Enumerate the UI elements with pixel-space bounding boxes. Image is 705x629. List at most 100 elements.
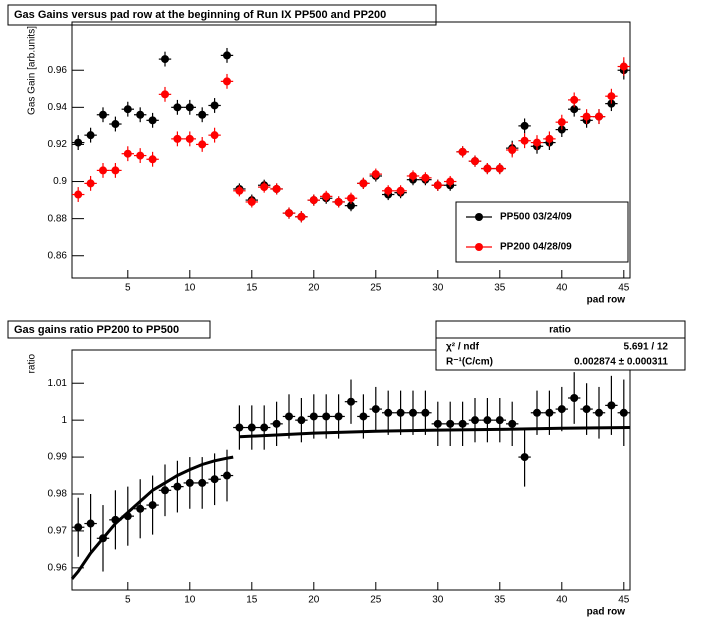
x-tick-label: 10 (184, 283, 196, 294)
data-point (223, 471, 231, 480)
y-tick-label: 0.98 (48, 489, 68, 500)
data-point (334, 197, 343, 206)
data-point (322, 192, 331, 201)
data-point (210, 101, 219, 110)
stats-title: ratio (549, 325, 571, 336)
data-point (285, 209, 293, 218)
title-box (7, 4, 437, 26)
data-point (582, 112, 591, 121)
data-point (74, 523, 83, 532)
data-point (545, 134, 554, 143)
data-point (99, 166, 107, 175)
data-point (223, 77, 231, 86)
data-point (223, 51, 231, 60)
data-point (347, 194, 355, 203)
data-point (210, 131, 219, 140)
y-tick-label: 0.96 (48, 562, 68, 573)
data-point (446, 419, 455, 428)
data-point (570, 95, 579, 104)
x-tick-label: 25 (370, 283, 382, 294)
data-point (607, 92, 616, 101)
data-point (396, 186, 405, 195)
data-point (409, 408, 417, 417)
y-tick-label: 0.92 (48, 139, 68, 150)
data-point (74, 138, 83, 147)
y-tick-label: 0.97 (48, 526, 68, 537)
data-point (198, 478, 207, 487)
data-point (123, 149, 132, 158)
data-point (508, 146, 517, 154)
data-point (421, 173, 430, 182)
data-point (173, 103, 182, 112)
data-point (384, 408, 393, 417)
data-point (421, 408, 430, 417)
data-point (285, 412, 293, 421)
y-tick-label: 0.88 (48, 213, 68, 224)
y-axis-label: ratio (27, 354, 38, 374)
data-point (595, 408, 603, 417)
data-point (74, 190, 83, 199)
data-point (520, 136, 529, 145)
data-point (359, 412, 368, 421)
data-point (272, 419, 281, 428)
data-point (607, 401, 616, 410)
data-point (161, 486, 169, 495)
data-point (99, 110, 107, 119)
x-tick-label: 35 (494, 283, 506, 294)
data-point (297, 416, 306, 425)
data-point (409, 171, 417, 180)
data-point (545, 408, 554, 417)
data-point (508, 419, 517, 428)
data-point (520, 453, 529, 462)
data-point (136, 151, 145, 160)
data-point (260, 423, 269, 432)
data-point (446, 177, 455, 186)
data-point (557, 405, 566, 414)
data-point (595, 112, 603, 121)
x-tick-label: 15 (246, 283, 258, 294)
data-point (396, 408, 405, 417)
data-point (136, 504, 145, 513)
fit-curve (70, 426, 631, 580)
x-tick-label: 30 (432, 595, 444, 606)
legend-label: PP500 03/24/09 (500, 212, 572, 223)
y-axis-label: Gas Gain [arb.units] (27, 26, 38, 115)
data-point (185, 478, 194, 487)
data-point (247, 197, 256, 206)
data-point (86, 131, 95, 140)
data-point (520, 121, 529, 130)
x-tick-label: 40 (556, 283, 568, 294)
data-point (359, 179, 368, 188)
stats-box (435, 320, 686, 371)
x-tick-label: 45 (618, 595, 630, 606)
data-point (297, 212, 306, 221)
plot-frame (71, 21, 631, 279)
data-point (570, 105, 579, 114)
y-tick-label: 1.01 (48, 378, 68, 389)
data-point (384, 186, 393, 195)
data-point (433, 181, 442, 190)
data-point (458, 147, 467, 156)
legend-marker (475, 213, 483, 221)
y-tick-label: 0.96 (48, 65, 68, 76)
data-point (111, 166, 120, 175)
stats-key: χ² / ndf (446, 342, 480, 353)
data-point (471, 157, 479, 166)
x-tick-label: 10 (184, 595, 196, 606)
data-point (619, 62, 628, 71)
data-point (272, 184, 281, 193)
stats-value: 5.691 / 12 (624, 342, 669, 353)
data-point (483, 416, 492, 425)
data-point (185, 103, 194, 112)
x-tick-label: 30 (432, 283, 444, 294)
y-tick-label: 0.86 (48, 250, 68, 261)
chart-title: Gas Gains versus pad row at the beginnin… (14, 9, 386, 21)
x-tick-label: 20 (308, 595, 320, 606)
data-point (173, 482, 182, 491)
x-tick-label: 40 (556, 595, 568, 606)
x-axis-label: pad row (587, 295, 626, 306)
data-point (471, 416, 479, 425)
data-point (433, 419, 442, 428)
x-tick-label: 20 (308, 283, 320, 294)
